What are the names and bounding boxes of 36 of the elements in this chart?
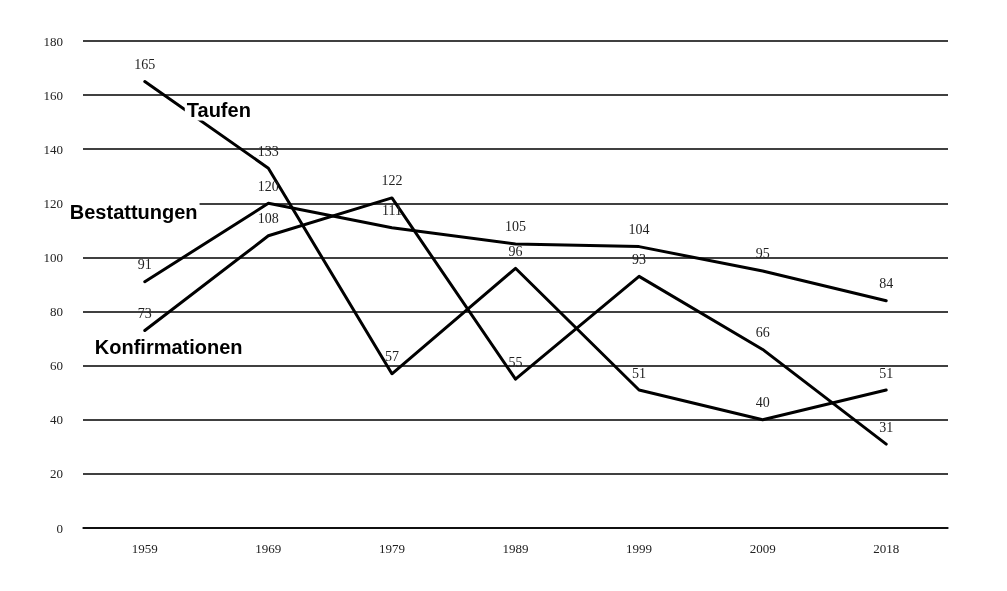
y-tick-label: 120	[43, 195, 63, 211]
series-label: Konfirmationen	[94, 336, 243, 359]
data-label: 120	[257, 178, 279, 194]
y-tick-label: 160	[43, 87, 63, 103]
y-tick-label: 0	[56, 520, 63, 536]
data-label: 51	[879, 365, 894, 381]
data-label: 104	[628, 222, 650, 238]
y-tick-label: 20	[50, 466, 63, 482]
series-label: Taufen	[186, 98, 251, 121]
x-tick-label: 1979	[378, 541, 405, 556]
data-label: 122	[381, 173, 403, 189]
data-label: 91	[137, 257, 152, 273]
data-label: 105	[505, 219, 526, 235]
data-label: 66	[755, 324, 770, 340]
data-label: 51	[632, 365, 647, 381]
x-tick-label: 1959	[131, 541, 158, 556]
y-tick-label: 140	[43, 141, 63, 157]
y-tick-label: 40	[50, 412, 63, 428]
data-label: 84	[879, 276, 894, 292]
data-label: 108	[257, 211, 279, 227]
y-tick-label: 60	[50, 358, 63, 374]
data-label: 96	[508, 243, 523, 259]
data-label: 57	[384, 349, 399, 365]
x-tick-label: 1989	[502, 541, 529, 556]
data-label: 31	[879, 419, 894, 435]
x-tick-label: 2009	[749, 541, 776, 556]
y-tick-label: 80	[50, 304, 63, 320]
x-tick-label: 1999	[626, 541, 653, 556]
y-tick-label: 100	[43, 249, 63, 265]
data-label: 111	[381, 203, 402, 219]
data-label: 40	[755, 395, 770, 411]
series-label: Bestattungen	[69, 200, 198, 223]
x-tick-label: 2018	[873, 541, 900, 556]
data-label: 165	[134, 57, 156, 73]
y-tick-label: 180	[43, 33, 63, 49]
x-tick-label: 1969	[255, 541, 282, 556]
